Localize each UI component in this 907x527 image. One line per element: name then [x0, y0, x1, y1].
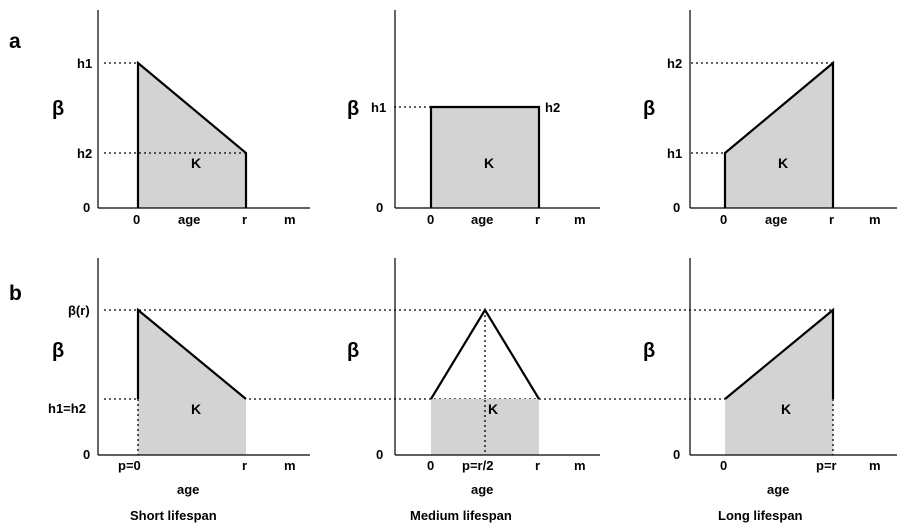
- x-tick-peak: p=r: [816, 458, 837, 473]
- diagram-b-short: β(r) h1=h2 0 β K p=0 r m age Short lifes…: [48, 258, 310, 523]
- x-tick-r: r: [535, 212, 540, 227]
- x-axis-label: age: [767, 482, 789, 497]
- beta-curve: [430, 307, 540, 400]
- x-tick-0: 0: [720, 212, 727, 227]
- area-fill: [431, 107, 539, 208]
- x-axis-label: age: [765, 212, 787, 227]
- tick-h2: h2: [667, 56, 682, 71]
- tick-beta-r: β(r): [68, 303, 90, 318]
- tick-h1: h1: [77, 56, 92, 71]
- x-tick-0: 0: [427, 458, 434, 473]
- beta-curve: [136, 60, 248, 208]
- y-axis-label: β: [643, 98, 655, 120]
- diagram-a-medium: h1 h2 0 β K 0 age r m: [347, 10, 600, 227]
- beta-curve: [136, 307, 247, 400]
- y-axis-label: β: [52, 98, 64, 120]
- x-tick-r: r: [535, 458, 540, 473]
- area-label: K: [781, 401, 791, 417]
- panel-label-b: b: [9, 282, 22, 305]
- x-tick-peak: p=r/2: [462, 458, 493, 473]
- diagram-a-short: h1 h2 0 β K 0 age r m: [52, 10, 310, 227]
- area-fill: [138, 63, 246, 208]
- tick-zero: 0: [376, 447, 383, 462]
- x-axis-label: age: [471, 482, 493, 497]
- x-tick-r: r: [242, 212, 247, 227]
- y-axis-label: β: [643, 340, 655, 362]
- x-tick-r: r: [829, 212, 834, 227]
- area-label: K: [191, 155, 201, 171]
- caption-medium: Medium lifespan: [410, 508, 512, 523]
- area-label: K: [778, 155, 788, 171]
- x-tick-0: 0: [133, 212, 140, 227]
- tick-zero: 0: [83, 200, 90, 215]
- beta-curve: [723, 60, 835, 208]
- tick-zero: 0: [376, 200, 383, 215]
- tick-h1-h2: h1=h2: [48, 401, 86, 416]
- x-tick-0: 0: [427, 212, 434, 227]
- tick-zero: 0: [673, 447, 680, 462]
- x-tick-m: m: [869, 458, 881, 473]
- diagram-b-long: 0 β K 0 p=r m age Long lifespan: [643, 258, 897, 523]
- x-tick-m: m: [574, 212, 586, 227]
- x-tick-m: m: [574, 458, 586, 473]
- tick-h2: h2: [77, 146, 92, 161]
- x-tick-0: 0: [720, 458, 727, 473]
- x-tick-m: m: [869, 212, 881, 227]
- x-axis-label: age: [178, 212, 200, 227]
- x-tick-m: m: [284, 458, 296, 473]
- x-axis-label: age: [177, 482, 199, 497]
- area-label: K: [484, 155, 494, 171]
- area-fill: [725, 63, 833, 208]
- diagram-b-medium: 0 β K 0 p=r/2 r m age Medium lifespan: [347, 258, 600, 523]
- beta-curve: [429, 105, 541, 208]
- caption-short: Short lifespan: [130, 508, 217, 523]
- area-label: K: [488, 401, 498, 417]
- area-fill: [138, 310, 246, 455]
- y-axis-label: β: [347, 340, 359, 362]
- tick-h1: h1: [667, 146, 682, 161]
- y-axis-label: β: [52, 340, 64, 362]
- beta-curve: [724, 307, 835, 400]
- tick-zero: 0: [83, 447, 90, 462]
- tick-h1: h1: [371, 100, 386, 115]
- caption-long: Long lifespan: [718, 508, 803, 523]
- x-tick-peak: p=0: [118, 458, 141, 473]
- diagram-a-long: h2 h1 0 β K 0 age r m: [643, 10, 897, 227]
- x-tick-r: r: [242, 458, 247, 473]
- area-label: K: [191, 401, 201, 417]
- area-fill: [725, 310, 833, 455]
- x-tick-m: m: [284, 212, 296, 227]
- tick-h2: h2: [545, 100, 560, 115]
- x-axis-label: age: [471, 212, 493, 227]
- tick-zero: 0: [673, 200, 680, 215]
- y-axis-label: β: [347, 98, 359, 120]
- panel-label-a: a: [9, 30, 21, 53]
